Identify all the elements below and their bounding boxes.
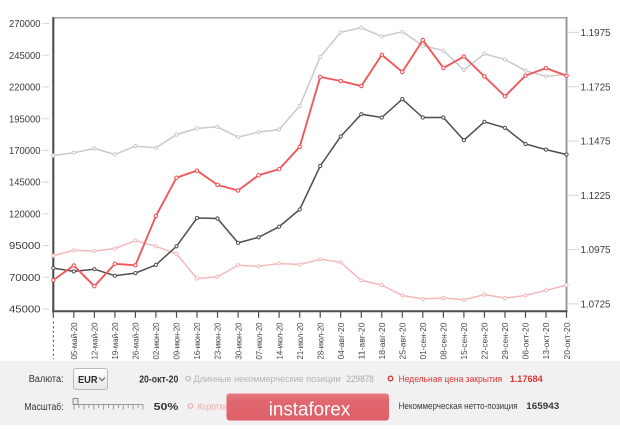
svg-text:07-июл-20: 07-июл-20 [254,322,264,359]
svg-text:08-сен-20: 08-сен-20 [439,322,449,359]
svg-text:22-сен-20: 22-сен-20 [480,322,490,359]
svg-text:18-авг-20: 18-авг-20 [377,322,387,359]
svg-text:195000: 195000 [9,114,41,125]
svg-text:11-авг-20: 11-авг-20 [357,322,367,359]
svg-text:95000: 95000 [9,241,41,252]
svg-text:245000: 245000 [9,51,41,62]
svg-text:29-сен-20: 29-сен-20 [500,322,510,359]
svg-text:12-май-20: 12-май-20 [90,322,100,359]
svg-text:19-май-20: 19-май-20 [110,322,120,359]
svg-text:23-июн-20: 23-июн-20 [213,322,223,359]
svg-text:21-июл-20: 21-июл-20 [295,322,305,359]
svg-text:20-окт-20: 20-окт-20 [139,375,178,386]
svg-text:02-июн-20: 02-июн-20 [151,322,161,359]
svg-text:1.1475: 1.1475 [581,137,611,148]
svg-text:Недельная цена закрытия: Недельная цена закрытия [399,373,503,384]
svg-text:229878: 229878 [346,373,374,384]
svg-text:45000: 45000 [9,305,41,316]
svg-text:Длинные некоммерческие позиции: Длинные некоммерческие позиции [194,373,341,384]
svg-text:1.17684: 1.17684 [510,373,544,384]
svg-text:1.1975: 1.1975 [581,28,611,39]
svg-text:220000: 220000 [9,83,41,94]
svg-text:EUR: EUR [78,374,98,386]
svg-text:1.1225: 1.1225 [581,191,611,202]
svg-text:04-авг-20: 04-авг-20 [336,322,346,359]
svg-text:Масштаб:: Масштаб: [24,402,63,413]
svg-text:25-авг-20: 25-авг-20 [398,322,408,359]
svg-text:1.1725: 1.1725 [581,82,611,93]
svg-text:14-июл-20: 14-июл-20 [274,322,284,359]
svg-text:Валюта:: Валюта: [29,374,64,385]
svg-text:09-июн-20: 09-июн-20 [172,322,182,359]
svg-text:270000: 270000 [9,19,41,30]
svg-text:28-июл-20: 28-июл-20 [315,322,325,359]
svg-text:165943: 165943 [526,400,559,411]
svg-text:01-сен-20: 01-сен-20 [418,322,428,359]
svg-text:05-май-20: 05-май-20 [69,322,79,359]
svg-text:Некоммерческая нетто-позиция: Некоммерческая нетто-позиция [399,400,518,411]
svg-text:145000: 145000 [9,178,41,189]
svg-text:170000: 170000 [9,146,41,157]
svg-text:70000: 70000 [9,273,41,284]
svg-text:20-окт-20: 20-окт-20 [562,322,572,359]
svg-text:30-июн-20: 30-июн-20 [233,322,243,359]
svg-text:15-сен-20: 15-сен-20 [459,322,469,359]
svg-text:50%: 50% [154,402,179,413]
svg-text:06-окт-20: 06-окт-20 [521,322,531,359]
svg-text:1.0975: 1.0975 [581,245,611,256]
svg-text:120000: 120000 [9,209,41,220]
svg-text:instaforex: instaforex [269,399,351,421]
svg-text:1.0725: 1.0725 [581,300,611,311]
svg-text:26-май-20: 26-май-20 [131,322,141,359]
svg-text:16-июн-20: 16-июн-20 [192,322,202,359]
svg-text:13-окт-20: 13-окт-20 [541,322,551,359]
